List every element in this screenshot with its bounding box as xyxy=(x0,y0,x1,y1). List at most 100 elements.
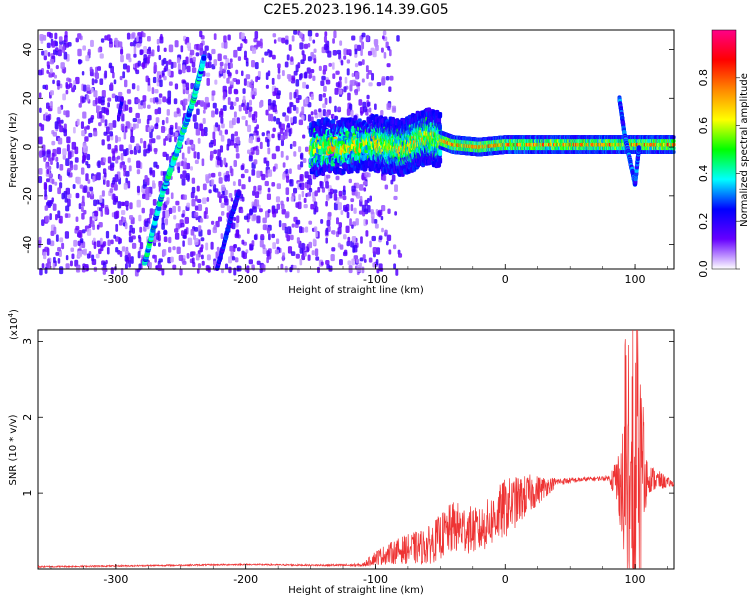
spectrogram-cell xyxy=(272,91,277,97)
spectrogram-cell xyxy=(332,38,335,44)
spectrogram-cell xyxy=(306,179,310,185)
spectrogram-cell xyxy=(160,170,163,177)
spectrogram-cell xyxy=(130,135,135,143)
spectrogram-cell xyxy=(176,126,182,132)
spectrogram-cell xyxy=(251,113,256,121)
spectrogram-cell xyxy=(145,186,150,195)
spectrogram-cell xyxy=(224,198,229,206)
spectrogram-cell xyxy=(113,234,117,239)
spectrogram-cell xyxy=(274,249,280,255)
spectrogram-cell xyxy=(134,123,139,129)
spectrogram-cell xyxy=(56,147,61,155)
spectrogram-cell xyxy=(177,166,181,174)
spectrogram-cell xyxy=(308,74,312,79)
spectrogram-cell xyxy=(153,161,158,168)
spectrogram-cell xyxy=(124,222,128,230)
spectrogram-cell xyxy=(315,231,318,238)
spectrogram-cell xyxy=(227,72,232,77)
spectrogram-cell xyxy=(214,79,218,85)
spectrogram-cell xyxy=(201,158,205,167)
spectrogram-cell xyxy=(241,115,246,120)
spectrogram-cell xyxy=(253,159,258,165)
spectrogram-cell xyxy=(191,257,195,264)
spectrogram-cell xyxy=(299,175,303,181)
spectrogram-cell xyxy=(251,169,256,176)
spectrogram-cell xyxy=(264,51,269,56)
spectrogram-cell xyxy=(205,265,210,272)
spectrogram-cell xyxy=(142,193,146,200)
spectrogram-cell xyxy=(192,114,197,122)
spectrogram-cell xyxy=(65,42,70,48)
spectrogram-cell xyxy=(191,251,196,256)
spectrogram-cell xyxy=(245,74,251,80)
spectrogram-cell xyxy=(231,256,236,261)
spectrogram-cell xyxy=(218,177,223,184)
spectrogram-cell xyxy=(389,49,392,57)
spectrogram-cell xyxy=(250,147,253,152)
figure-title: C2E5.2023.196.14.39.G05 xyxy=(263,2,448,18)
spectrogram-cell xyxy=(230,101,234,107)
spectrogram-cell xyxy=(143,45,147,54)
spectrogram-cell xyxy=(245,120,248,127)
spectrogram-cell xyxy=(200,244,204,250)
spectrogram-cell xyxy=(180,173,183,179)
spectrogram-cell xyxy=(200,254,204,260)
spectrogram-cell xyxy=(277,67,281,74)
spectrogram-cell xyxy=(233,267,237,276)
spectrogram-cell xyxy=(281,222,285,231)
spectrogram-cell xyxy=(349,218,352,227)
spectrogram-cell xyxy=(371,72,375,81)
spectrogram-cell xyxy=(323,85,327,92)
spectrogram-cell xyxy=(224,189,229,196)
spectrogram-cell xyxy=(44,266,48,274)
spectrogram-cell xyxy=(235,145,239,153)
spectrogram-cell xyxy=(158,242,161,247)
spectrogram-cell xyxy=(354,48,358,55)
spectrogram-cell xyxy=(359,35,363,43)
spectrogram-cell xyxy=(59,237,64,243)
spectrogram-cell xyxy=(293,151,297,157)
spectrogram-cell xyxy=(56,161,59,169)
spectrogram-cell xyxy=(365,65,369,73)
spectrogram-cell xyxy=(271,233,275,239)
spectrogram-cell xyxy=(362,101,367,108)
spectrogram-cell xyxy=(338,52,342,60)
spectrogram-cell xyxy=(365,230,369,237)
spectrogram-cell xyxy=(168,246,172,253)
spectrogram-cell xyxy=(112,71,115,79)
spectrogram-cell xyxy=(161,217,165,225)
spectrogram-cell xyxy=(176,246,181,254)
spectrogram-cell xyxy=(200,237,205,242)
spectrogram-cell xyxy=(228,86,232,95)
spectrogram-cell xyxy=(86,125,90,130)
spectrogram-cell xyxy=(324,97,328,105)
spectrogram-cell xyxy=(291,75,296,81)
spectrogram-cell xyxy=(131,242,137,249)
spectrogram-cell xyxy=(398,253,403,258)
spectrogram-cell xyxy=(147,144,151,151)
spectrogram-cell xyxy=(295,97,300,104)
spectrogram-cell xyxy=(280,135,285,141)
spectrogram-cell xyxy=(109,164,115,171)
spectrogram-cell xyxy=(58,119,62,127)
spectrogram-cell xyxy=(312,197,316,203)
spectrogram-cell xyxy=(125,170,130,177)
spectrogram-cell xyxy=(128,144,132,151)
spectrogram-cell xyxy=(125,246,129,252)
spectrogram-cell xyxy=(51,197,54,203)
spectrogram-cell xyxy=(129,41,134,47)
spectrogram-cell xyxy=(326,264,331,270)
spectrogram-cell xyxy=(346,108,350,116)
spectrogram-cell xyxy=(158,258,163,263)
spectrogram-cell xyxy=(212,110,215,116)
spectrogram-cell xyxy=(266,138,270,147)
spectrogram-cell xyxy=(256,124,259,130)
spectrogram-cell xyxy=(111,180,116,185)
spectrogram-cell xyxy=(375,44,379,52)
spectrogram-cell xyxy=(119,162,123,169)
spectrogram-cell xyxy=(65,205,70,212)
spectrogram-cell xyxy=(302,158,307,163)
spectrogram-cell xyxy=(41,124,45,131)
spectrogram-cell xyxy=(46,168,50,175)
spectrogram-cell xyxy=(335,176,340,181)
